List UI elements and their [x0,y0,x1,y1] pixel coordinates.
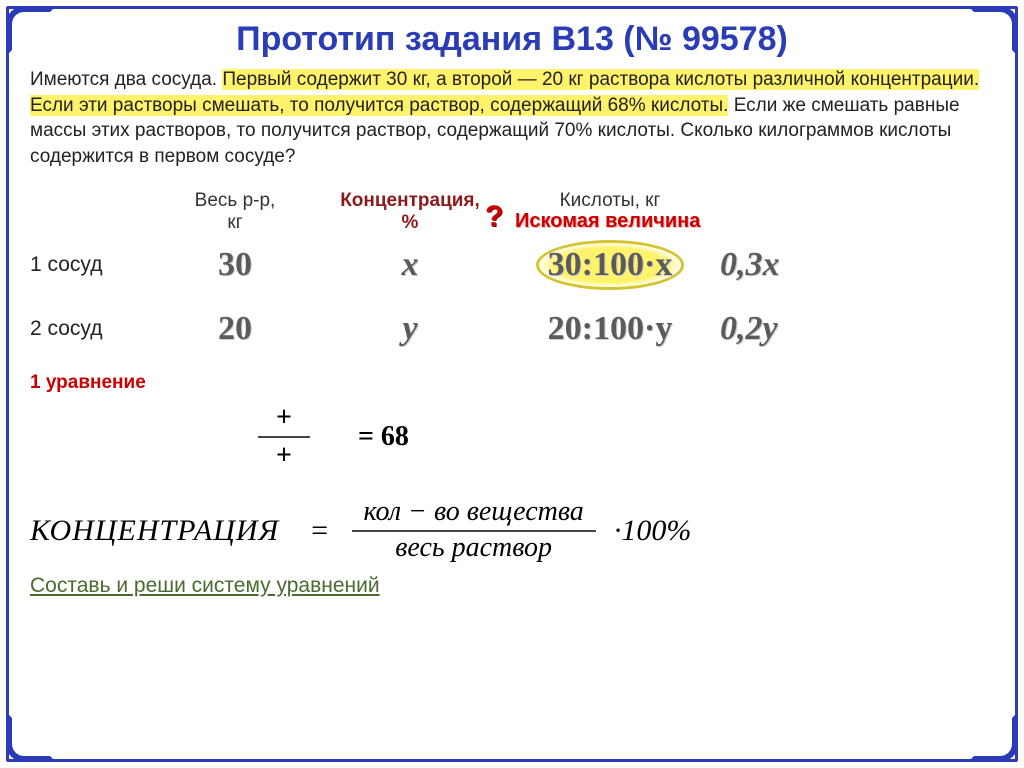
formula-fraction: кол − во вещества весь раствор [352,496,596,566]
question-mark-icon: ? [485,200,503,234]
row2-conc: y [310,310,510,348]
eq-rhs: = 68 [358,421,409,453]
header-weight-2: кг [160,212,310,234]
eq-denominator: + [258,438,310,474]
row1-weight: 30 [160,246,310,284]
target-label: Искомая величина [515,210,700,233]
formula-lhs: КОНЦЕНТРАЦИЯ [30,514,279,548]
eq-numerator: + [258,400,310,436]
data-table: Весь р-р, кг Концентрация, % Кислоты, кг… [30,190,994,348]
row2-weight: 20 [160,310,310,348]
row1-conc: x [310,246,510,284]
row2-extra: 0,2y [710,310,994,348]
concentration-formula: КОНЦЕНТРАЦИЯ = кол − во вещества весь ра… [30,496,994,566]
equation-block: + + = 68 [250,400,994,474]
row2-acid: 20:100·y [510,310,710,348]
row1-extra: 0,3x [710,246,994,284]
table-row: 1 сосуд 30 x 30:100·x 0,3x [30,246,994,284]
formula-num: кол − во вещества [352,496,596,530]
problem-text: Имеются два сосуда. Первый содержит 30 к… [30,67,994,170]
header-weight-1: Весь р-р, [160,190,310,212]
formula-suffix: ·100% [614,514,692,548]
problem-lead: Имеются два сосуда. [30,69,222,90]
table-row: 2 сосуд 20 y 20:100·y 0,2y [30,310,994,348]
slide-content: Прототип задания B13 (№ 99578) Имеются д… [30,20,994,748]
equation-label: 1 уравнение [30,372,994,394]
table-headers: Весь р-р, кг Концентрация, % Кислоты, кг [30,190,994,234]
row1-acid: 30:100·x [510,246,710,284]
row1-label: 1 сосуд [30,253,160,277]
slide-title: Прототип задания B13 (№ 99578) [30,20,994,59]
formula-eq: = [309,514,329,548]
row2-label: 2 сосуд [30,317,160,341]
highlighted-value: 30:100·x [548,246,673,284]
equation-fraction: + + [258,400,310,474]
footer-link[interactable]: Составь и реши систему уравнений [30,574,380,598]
formula-den: весь раствор [383,532,564,566]
header-conc-1: Концентрация, [310,190,510,212]
header-conc-2: % [310,212,510,234]
